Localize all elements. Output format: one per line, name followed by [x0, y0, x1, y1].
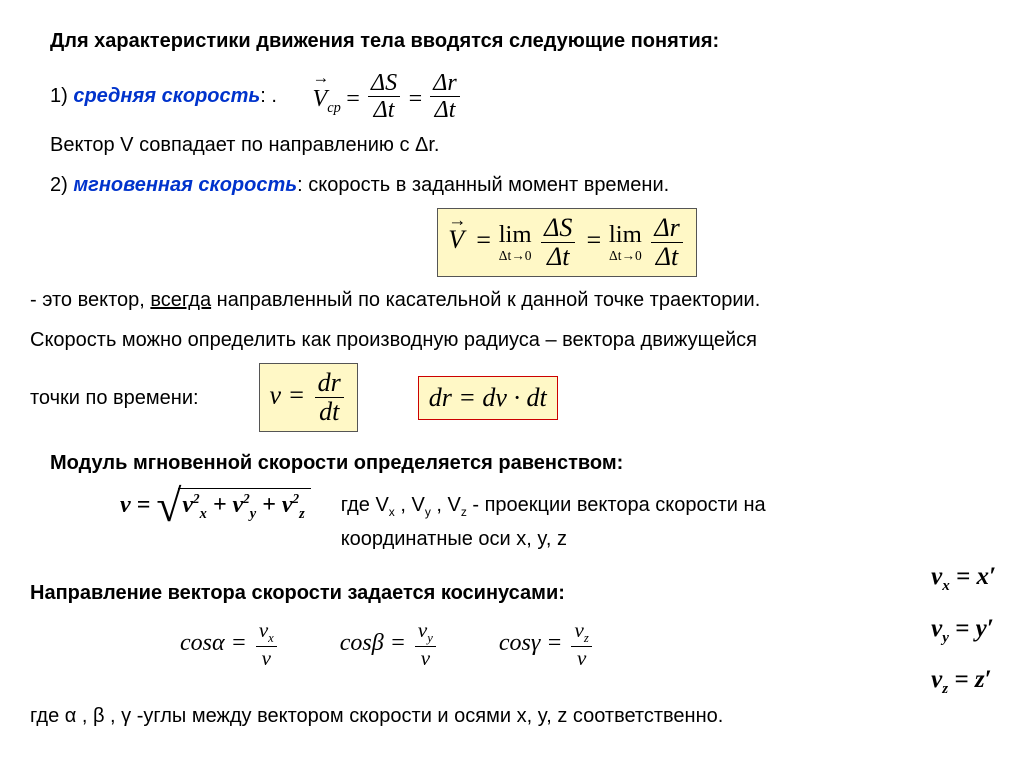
- vy-eq: vy = y′: [931, 608, 996, 652]
- item1-colon: : .: [260, 85, 277, 107]
- avg-speed-equation: Vср = ΔSΔt = ΔrΔt: [313, 71, 463, 122]
- direction-heading: Направление вектора скорости задается ко…: [30, 576, 1004, 610]
- item2-prefix: 2): [50, 174, 73, 196]
- footer-line: где α , β , γ -углы между вектором скоро…: [30, 699, 1004, 733]
- term-inst-speed: мгновенная скорость: [73, 174, 297, 196]
- derivative-row: точки по времени: v = drdt dr = dv · dt: [30, 363, 1004, 432]
- cos-alpha: cosα = vxv: [180, 620, 280, 669]
- term-avg-speed: средняя скорость: [73, 85, 260, 107]
- modulus-heading: Модуль мгновенной скорости определяется …: [50, 446, 1004, 480]
- tangent-line: - это вектор, всегда направленный по кас…: [30, 283, 1004, 317]
- v-drdt-equation: v = drdt: [259, 363, 358, 432]
- cos-beta: cosβ = vyv: [340, 620, 439, 669]
- dr-equation: dr = dv · dt: [418, 376, 558, 420]
- tangent-always: всегда: [150, 289, 211, 311]
- item-1: 1) средняя скорость: . Vср = ΔSΔt = ΔrΔt: [50, 71, 1004, 122]
- page-heading: Для характеристики движения тела вводятс…: [50, 30, 1004, 53]
- vx-eq: vx = x′: [931, 556, 996, 600]
- derivative-line-1: Скорость можно определить как производну…: [30, 323, 1004, 357]
- vector-direction-line: Вектор V совпадает по направлению с Δr.: [50, 128, 1004, 162]
- tangent-post: направленный по касательной к данной точ…: [211, 289, 760, 311]
- item-2: 2) мгновенная скорость: скорость в задан…: [50, 168, 1004, 202]
- vz-eq: vz = z′: [931, 659, 996, 703]
- cosines-row: cosα = vxv cosβ = vyv cosγ = vzv: [180, 620, 1004, 669]
- component-derivatives: vx = x′ vy = y′ vz = z′: [931, 548, 996, 711]
- tangent-pre: - это вектор,: [30, 289, 150, 311]
- cos-gamma: cosγ = vzv: [499, 620, 595, 669]
- derivative-line-2: точки по времени:: [30, 381, 199, 415]
- projections-explanation: где Vx , Vy , Vz - проекции вектора скор…: [341, 488, 766, 556]
- modulus-equation: v = √ v2x + v2y + v2z: [120, 488, 311, 523]
- item2-rest: : скорость в заданный момент времени.: [297, 174, 669, 196]
- inst-speed-equation: V = limΔt→0 ΔSΔt = limΔt→0 ΔrΔt: [437, 208, 696, 277]
- item1-prefix: 1): [50, 85, 73, 107]
- inst-speed-equation-row: V = limΔt→0 ΔSΔt = limΔt→0 ΔrΔt: [130, 208, 1004, 277]
- modulus-row: v = √ v2x + v2y + v2z где Vx , Vy , Vz -…: [120, 488, 1004, 556]
